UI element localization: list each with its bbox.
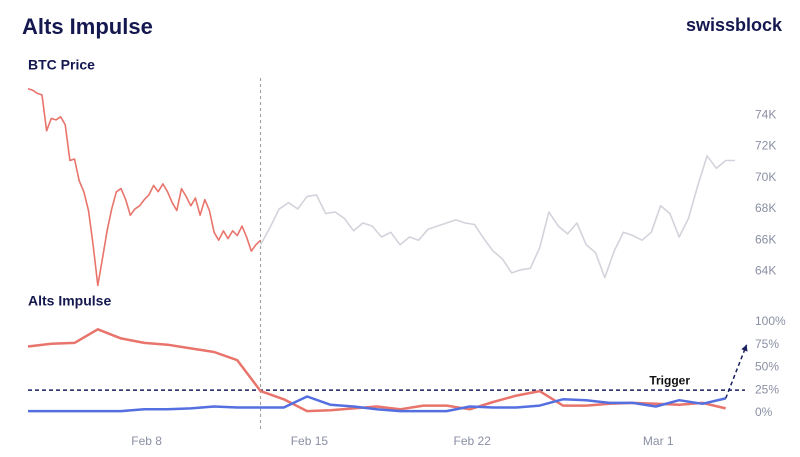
series-line bbox=[259, 155, 735, 279]
trigger-label: Trigger bbox=[649, 373, 690, 387]
y-tick-label: 70K bbox=[755, 170, 776, 184]
x-tick-label: Feb 22 bbox=[454, 434, 492, 448]
page-title: Alts Impulse bbox=[22, 14, 153, 39]
y-tick-label: 72K bbox=[755, 139, 776, 153]
panel-title: Alts Impulse bbox=[28, 293, 111, 309]
projection bbox=[724, 344, 748, 399]
series-line bbox=[27, 328, 726, 413]
y-tick-label: 25% bbox=[755, 382, 779, 396]
panel-title: BTC Price bbox=[28, 57, 95, 73]
y-tick-label: 66K bbox=[755, 232, 776, 246]
brand: swissblock bbox=[686, 15, 783, 35]
projection-arrowhead bbox=[741, 344, 748, 352]
series-line bbox=[28, 395, 726, 413]
x-tick-label: Feb 8 bbox=[131, 434, 162, 448]
y-tick-label: 100% bbox=[755, 314, 786, 328]
series-line bbox=[27, 87, 262, 287]
y-tick-label: 74K bbox=[755, 107, 776, 121]
y-tick-label: 68K bbox=[755, 201, 776, 215]
y-tick-label: 64K bbox=[755, 264, 776, 278]
y-tick-label: 0% bbox=[755, 405, 773, 419]
y-tick-label: 75% bbox=[755, 337, 779, 351]
x-tick-label: Mar 1 bbox=[643, 434, 674, 448]
x-tick-label: Feb 15 bbox=[291, 434, 329, 448]
y-tick-label: 50% bbox=[755, 360, 779, 374]
